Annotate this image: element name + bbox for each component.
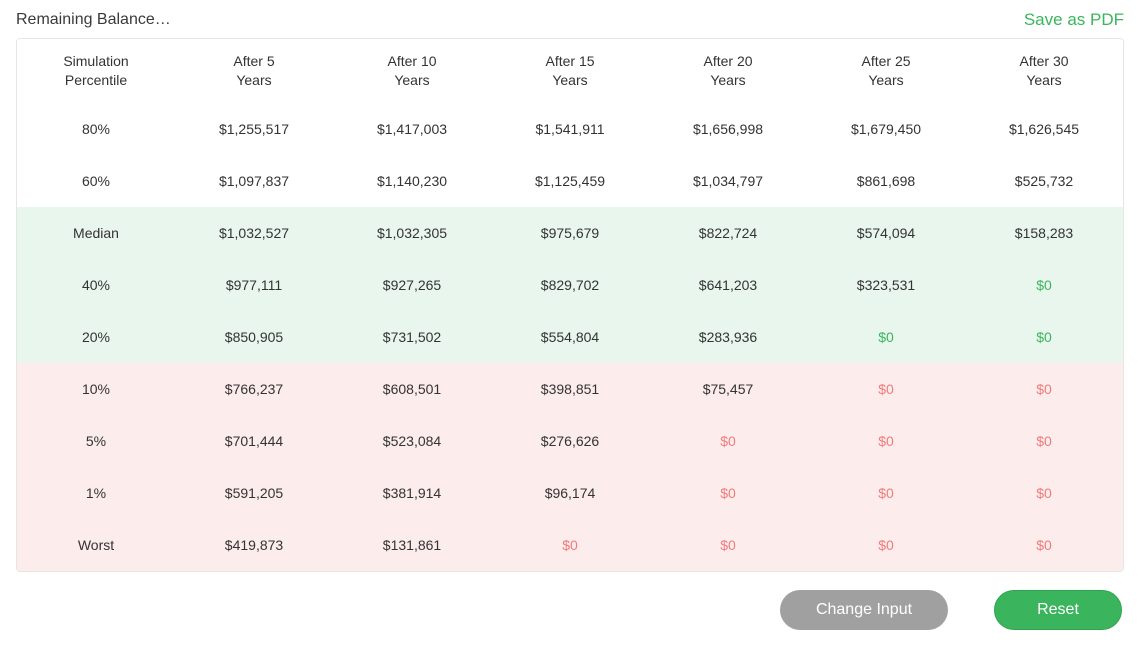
table-cell: $927,265 xyxy=(333,259,491,311)
table-header: SimulationPercentile After 5Years After 10… xyxy=(17,39,1123,103)
table-cell: $975,679 xyxy=(491,207,649,259)
column-header: SimulationPercentile xyxy=(17,39,175,103)
top-bar: Remaining Balance… Save as PDF xyxy=(16,10,1124,30)
table-cell: 60% xyxy=(17,155,175,207)
column-header: After 30Years xyxy=(965,39,1123,103)
table-cell: $1,255,517 xyxy=(175,103,333,155)
table-cell: 80% xyxy=(17,103,175,155)
table-cell: 10% xyxy=(17,363,175,415)
save-as-pdf-link[interactable]: Save as PDF xyxy=(1024,10,1124,30)
table-cell: Median xyxy=(17,207,175,259)
table-cell: $75,457 xyxy=(649,363,807,415)
table-cell: $0 xyxy=(649,415,807,467)
column-header-label: After 30Years xyxy=(1019,52,1068,90)
column-header: After 10Years xyxy=(333,39,491,103)
column-header-label: After 25Years xyxy=(861,52,910,90)
table-cell: $0 xyxy=(649,467,807,519)
table-cell: $701,444 xyxy=(175,415,333,467)
table-cell: $0 xyxy=(649,519,807,571)
table-cell: $829,702 xyxy=(491,259,649,311)
column-header: After 5Years xyxy=(175,39,333,103)
table-cell: $283,936 xyxy=(649,311,807,363)
table-cell: $822,724 xyxy=(649,207,807,259)
column-header-label: After 10Years xyxy=(387,52,436,90)
table-cell: $158,283 xyxy=(965,207,1123,259)
table-cell: $554,804 xyxy=(491,311,649,363)
table-row: Worst$419,873$131,861$0$0$0$0 xyxy=(17,519,1123,571)
column-header-label: SimulationPercentile xyxy=(63,52,128,90)
table-cell: $0 xyxy=(807,519,965,571)
table-cell: $1,097,837 xyxy=(175,155,333,207)
table-cell: $1,541,911 xyxy=(491,103,649,155)
column-header: After 15Years xyxy=(491,39,649,103)
change-input-button[interactable]: Change Input xyxy=(780,590,948,630)
table-cell: $381,914 xyxy=(333,467,491,519)
table-cell: $977,111 xyxy=(175,259,333,311)
reset-button[interactable]: Reset xyxy=(994,590,1122,630)
table-body: 80%$1,255,517$1,417,003$1,541,911$1,656,… xyxy=(17,103,1123,571)
table-cell: $419,873 xyxy=(175,519,333,571)
table-cell: $0 xyxy=(491,519,649,571)
table-cell: $641,203 xyxy=(649,259,807,311)
column-header-label: After 15Years xyxy=(545,52,594,90)
column-header-label: After 20Years xyxy=(703,52,752,90)
table-cell: $1,417,003 xyxy=(333,103,491,155)
balance-table-container: SimulationPercentile After 5Years After 10… xyxy=(16,38,1124,572)
table-cell: $591,205 xyxy=(175,467,333,519)
table-cell: $574,094 xyxy=(807,207,965,259)
table-cell: $0 xyxy=(965,259,1123,311)
table-cell: $1,626,545 xyxy=(965,103,1123,155)
table-cell: $323,531 xyxy=(807,259,965,311)
table-cell: $850,905 xyxy=(175,311,333,363)
column-header: After 20Years xyxy=(649,39,807,103)
table-cell: 40% xyxy=(17,259,175,311)
table-row: 40%$977,111$927,265$829,702$641,203$323,… xyxy=(17,259,1123,311)
balance-table: SimulationPercentile After 5Years After 10… xyxy=(17,39,1123,571)
table-cell: $0 xyxy=(807,467,965,519)
table-cell: $1,140,230 xyxy=(333,155,491,207)
table-cell: $731,502 xyxy=(333,311,491,363)
footer-actions: Change Input Reset xyxy=(16,590,1124,630)
table-cell: $96,174 xyxy=(491,467,649,519)
table-cell: Worst xyxy=(17,519,175,571)
table-row: 5%$701,444$523,084$276,626$0$0$0 xyxy=(17,415,1123,467)
table-cell: 1% xyxy=(17,467,175,519)
table-cell: $766,237 xyxy=(175,363,333,415)
table-cell: $1,679,450 xyxy=(807,103,965,155)
table-row: 20%$850,905$731,502$554,804$283,936$0$0 xyxy=(17,311,1123,363)
table-cell: 20% xyxy=(17,311,175,363)
table-cell: $1,656,998 xyxy=(649,103,807,155)
table-cell: $523,084 xyxy=(333,415,491,467)
table-cell: $0 xyxy=(965,519,1123,571)
table-cell: $1,034,797 xyxy=(649,155,807,207)
table-cell: $276,626 xyxy=(491,415,649,467)
table-cell: 5% xyxy=(17,415,175,467)
column-header: After 25Years xyxy=(807,39,965,103)
table-cell: $1,032,305 xyxy=(333,207,491,259)
table-cell: $0 xyxy=(965,363,1123,415)
table-row: 60%$1,097,837$1,140,230$1,125,459$1,034,… xyxy=(17,155,1123,207)
page-title: Remaining Balance… xyxy=(16,11,171,29)
table-cell: $1,125,459 xyxy=(491,155,649,207)
table-cell: $0 xyxy=(965,415,1123,467)
table-cell: $0 xyxy=(965,467,1123,519)
table-row: Median$1,032,527$1,032,305$975,679$822,7… xyxy=(17,207,1123,259)
table-row: 10%$766,237$608,501$398,851$75,457$0$0 xyxy=(17,363,1123,415)
table-cell: $0 xyxy=(807,415,965,467)
table-cell: $525,732 xyxy=(965,155,1123,207)
table-cell: $1,032,527 xyxy=(175,207,333,259)
table-cell: $398,851 xyxy=(491,363,649,415)
table-cell: $0 xyxy=(807,363,965,415)
table-cell: $608,501 xyxy=(333,363,491,415)
table-row: 80%$1,255,517$1,417,003$1,541,911$1,656,… xyxy=(17,103,1123,155)
table-cell: $131,861 xyxy=(333,519,491,571)
table-row: 1%$591,205$381,914$96,174$0$0$0 xyxy=(17,467,1123,519)
table-cell: $0 xyxy=(965,311,1123,363)
table-cell: $0 xyxy=(807,311,965,363)
table-cell: $861,698 xyxy=(807,155,965,207)
column-header-label: After 5Years xyxy=(233,52,274,90)
